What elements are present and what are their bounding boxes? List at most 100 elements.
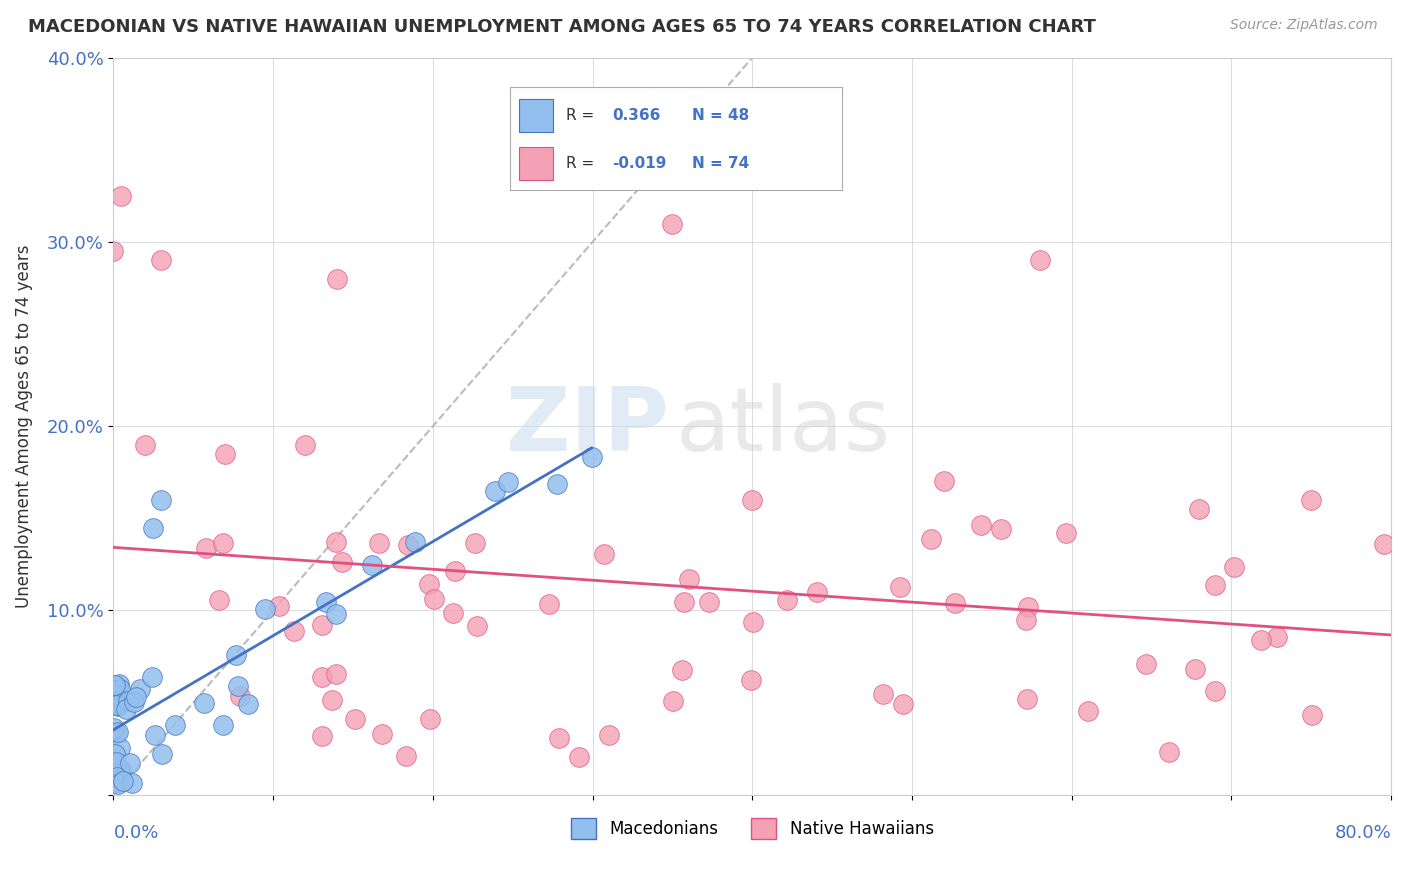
Point [326, 272, 349, 286]
Point [294, 437, 316, 451]
Point [228, 689, 250, 703]
Point [117, 694, 139, 708]
Point [325, 535, 347, 549]
Point [225, 648, 247, 662]
Point [1054, 525, 1077, 540]
Point [226, 679, 249, 693]
Point [418, 577, 440, 591]
Point [465, 619, 488, 633]
Point [970, 517, 993, 532]
Point [484, 483, 506, 498]
Point [194, 541, 217, 555]
Point [212, 536, 235, 550]
Y-axis label: Unemployment Among Ages 65 to 74 years: Unemployment Among Ages 65 to 74 years [15, 244, 32, 608]
Point [1301, 492, 1323, 507]
Point [943, 596, 966, 610]
Point [1157, 745, 1180, 759]
Point [134, 437, 156, 451]
Point [889, 580, 911, 594]
Point [396, 538, 419, 552]
Point [920, 532, 942, 546]
Point [142, 520, 165, 534]
Point [1135, 657, 1157, 671]
Point [122, 695, 145, 709]
Point [444, 564, 467, 578]
Point [104, 678, 127, 692]
Point [1204, 578, 1226, 592]
Point [537, 597, 560, 611]
Point [872, 687, 894, 701]
Point [1250, 632, 1272, 647]
Point [104, 698, 127, 712]
Point [124, 690, 146, 704]
Point [361, 558, 384, 572]
Point [103, 722, 125, 736]
Point [108, 677, 131, 691]
Point [143, 728, 166, 742]
Point [108, 763, 131, 777]
Point [115, 702, 138, 716]
Text: 80.0%: 80.0% [1334, 824, 1391, 842]
Point [405, 534, 427, 549]
Point [104, 695, 127, 709]
Point [208, 592, 231, 607]
Point [368, 536, 391, 550]
Point [1372, 537, 1395, 551]
Point [546, 477, 568, 491]
Point [441, 606, 464, 620]
Point [104, 688, 127, 702]
Point [598, 728, 620, 742]
Point [1028, 253, 1050, 268]
Point [104, 756, 127, 770]
Point [671, 663, 693, 677]
Point [150, 492, 173, 507]
Point [105, 725, 128, 739]
Point [1184, 662, 1206, 676]
Point [269, 599, 291, 614]
Point [150, 747, 173, 761]
Point [253, 602, 276, 616]
Point [107, 725, 129, 739]
Point [548, 731, 571, 745]
Point [581, 450, 603, 464]
Point [741, 492, 763, 507]
Point [740, 673, 762, 687]
Point [1204, 683, 1226, 698]
Text: ZIP: ZIP [506, 383, 669, 470]
Point [107, 775, 129, 789]
Point [311, 618, 333, 632]
Point [1223, 560, 1246, 574]
Point [568, 749, 591, 764]
Point [593, 548, 616, 562]
Point [672, 595, 695, 609]
Point [330, 555, 353, 569]
Point [1015, 613, 1038, 627]
Point [1301, 708, 1323, 723]
Point [105, 770, 128, 784]
Point [111, 774, 134, 789]
Point [343, 712, 366, 726]
Point [742, 615, 765, 629]
Point [121, 776, 143, 790]
Point [141, 670, 163, 684]
Point [150, 253, 173, 268]
Point [163, 718, 186, 732]
Point [990, 522, 1012, 536]
Point [120, 756, 142, 770]
Point [496, 475, 519, 490]
Point [103, 244, 125, 259]
Point [110, 763, 132, 777]
Point [311, 670, 333, 684]
Point [697, 595, 720, 609]
Point [1077, 704, 1099, 718]
Point [325, 667, 347, 681]
Point [212, 717, 235, 731]
Point [464, 535, 486, 549]
Text: Source: ZipAtlas.com: Source: ZipAtlas.com [1230, 18, 1378, 32]
Point [321, 693, 343, 707]
Point [1188, 502, 1211, 516]
Point [104, 683, 127, 698]
Point [1265, 631, 1288, 645]
Point [104, 747, 127, 762]
Point [1015, 692, 1038, 706]
